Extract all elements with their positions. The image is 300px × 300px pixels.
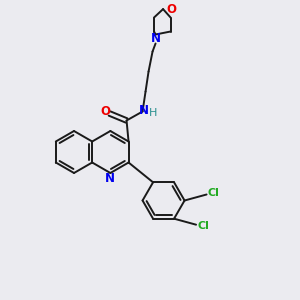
- Text: O: O: [100, 105, 111, 118]
- Text: N: N: [151, 32, 160, 45]
- Text: O: O: [166, 3, 176, 16]
- Text: N: N: [139, 104, 148, 117]
- Text: N: N: [105, 172, 116, 184]
- Text: Cl: Cl: [197, 221, 209, 231]
- Text: H: H: [149, 109, 158, 118]
- Text: Cl: Cl: [208, 188, 220, 199]
